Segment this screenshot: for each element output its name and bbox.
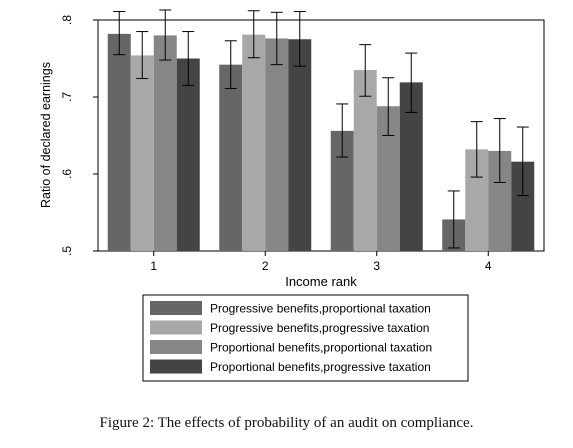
y-tick-label: .5 [60,246,74,256]
bar-series-4-cat-2 [288,39,312,251]
x-tick-label: 3 [373,259,380,273]
x-tick-label: 2 [262,259,269,273]
legend-label-series-2: Progressive benefits,progressive taxatio… [210,321,429,335]
bar-series-3-cat-4 [488,150,512,251]
bar-series-4-cat-4 [511,161,535,251]
legend-swatch-series-4 [150,359,202,374]
legend: Progressive benefits,proportional taxati… [150,301,432,374]
bar-series-3-cat-3 [376,106,400,252]
x-tick-label: 4 [485,259,492,273]
legend-label-series-4: Proportional benefits,progressive taxati… [210,360,431,374]
x-axis-label: Income rank [285,274,357,289]
legend-swatch-series-1 [150,301,202,315]
bar-series-1-cat-1 [107,33,131,251]
bars-layer [107,33,535,252]
y-tick-label: .7 [60,92,74,102]
bar-series-2-cat-1 [130,55,154,251]
y-axis-label: Ratio of declared earnings [39,62,53,208]
bar-series-3-cat-2 [265,38,289,252]
bar-series-3-cat-1 [153,35,177,252]
bar-series-2-cat-3 [353,70,377,251]
bar-series-2-cat-2 [242,34,266,251]
y-tick-label: .8 [60,15,74,25]
legend-swatch-series-2 [150,320,202,335]
axes-layer: .5 .6 .7 .8 1 2 3 4 [60,15,492,273]
bar-series-1-cat-2 [219,64,243,251]
bar-series-2-cat-4 [465,149,489,251]
bar-series-4-cat-1 [176,58,200,251]
y-tick-label: .6 [60,169,74,179]
bar-series-1-cat-3 [330,130,354,251]
legend-label-series-3: Proportional benefits,proportional taxat… [210,341,432,355]
bar-series-4-cat-3 [399,82,423,252]
error-bars-layer [113,9,529,249]
x-tick-label: 1 [150,259,157,273]
legend-label-series-1: Progressive benefits,proportional taxati… [210,302,431,316]
legend-swatch-series-3 [150,340,202,354]
figure-caption: Figure 2: The effects of probability of … [99,415,474,431]
